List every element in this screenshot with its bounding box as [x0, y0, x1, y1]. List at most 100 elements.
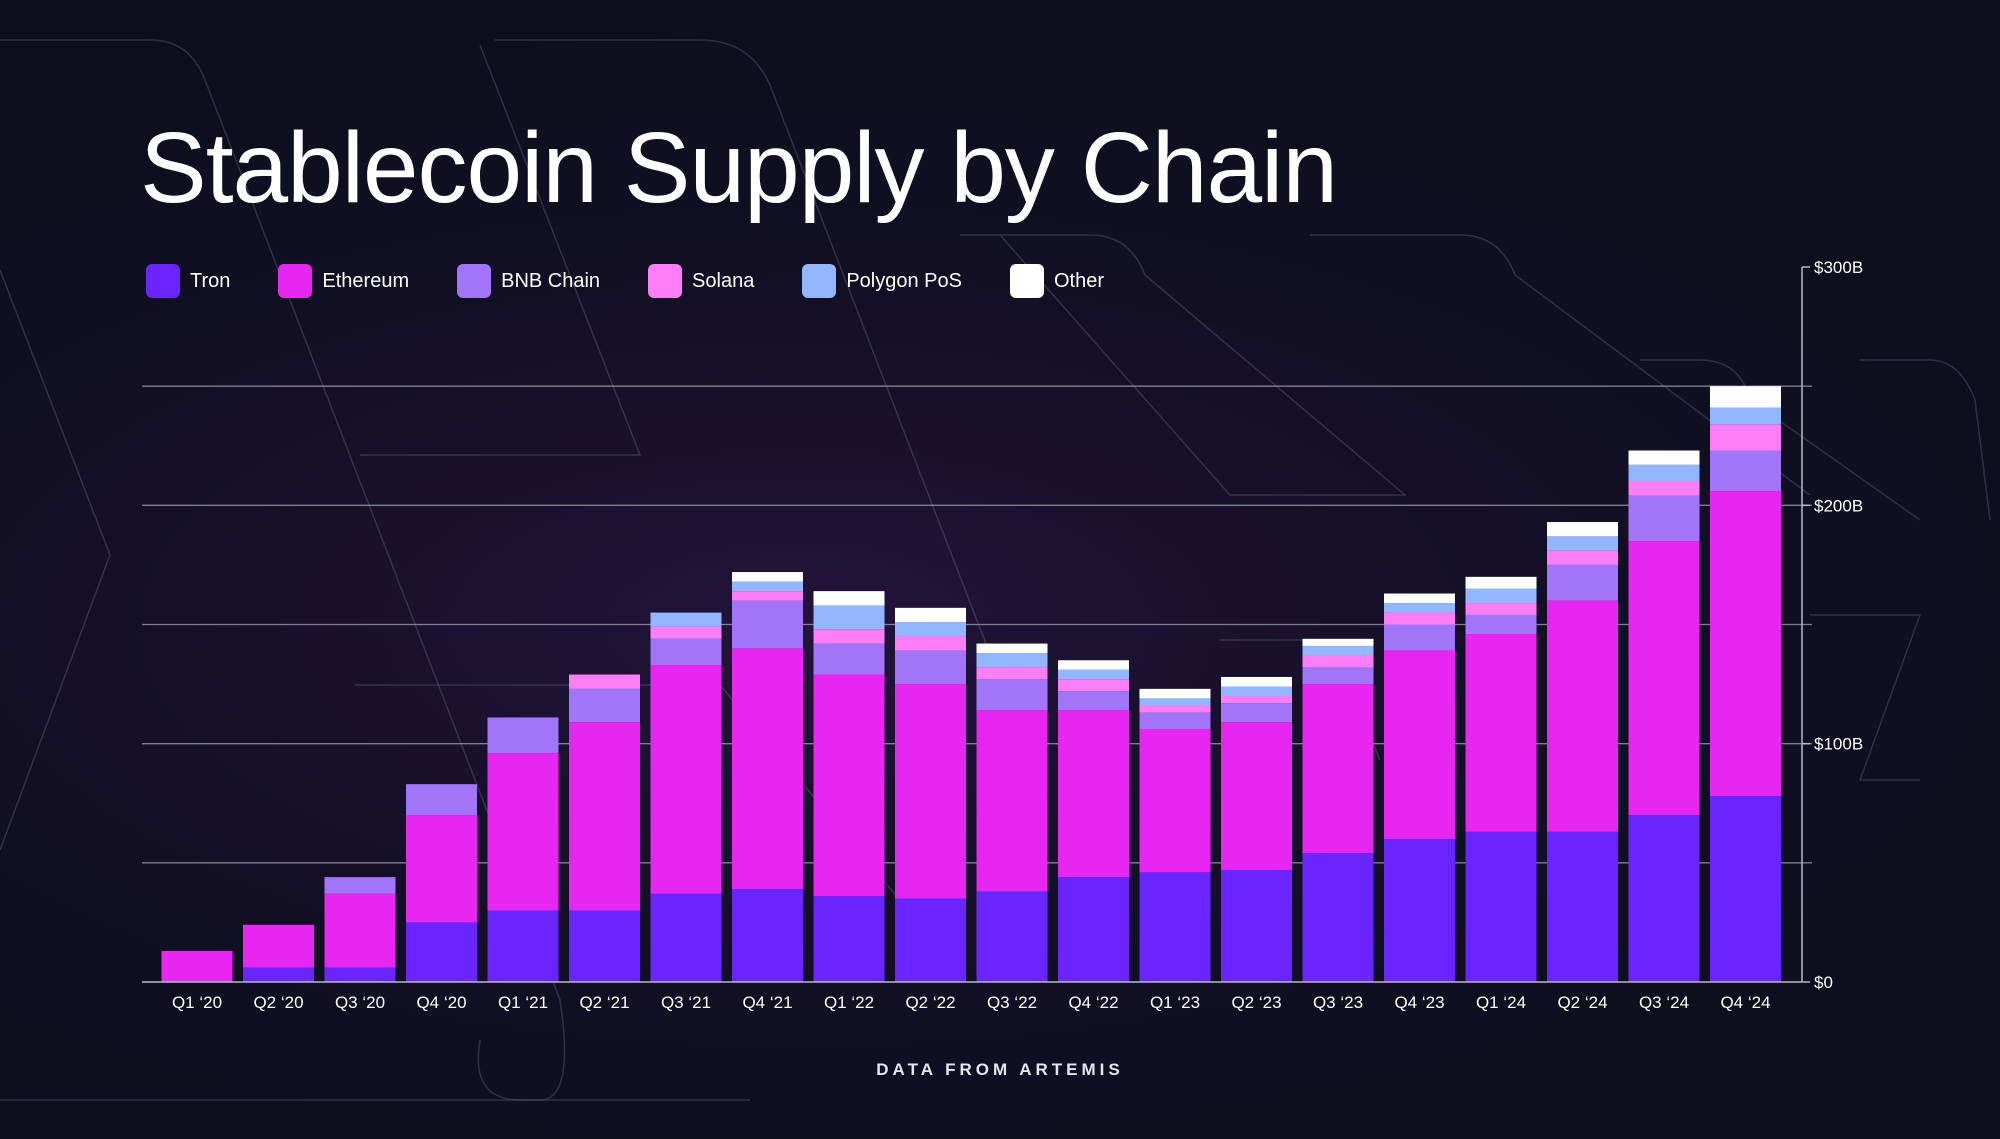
bar-segment-tron — [243, 967, 314, 982]
legend-label-ethereum: Ethereum — [322, 269, 410, 292]
x-tick-label: Q3 ‘22 — [987, 993, 1037, 1012]
bar-segment-tron — [324, 967, 396, 982]
x-tick-label: Q2 ‘24 — [1557, 993, 1607, 1012]
bar-segment-ethereum — [406, 815, 477, 923]
legend-item-polygon-pos: Polygon PoS — [802, 264, 962, 298]
bar-segment-polygon-pos — [1139, 698, 1211, 706]
bar-segment-polygon-pos — [976, 653, 1048, 668]
bar-segment-tron — [1465, 831, 1537, 982]
bar-segment-other — [1058, 660, 1129, 670]
bar-segment-ethereum — [650, 665, 722, 894]
bar-segment-bnb-chain — [487, 717, 559, 754]
bar-segment-ethereum — [243, 924, 314, 968]
bar-segment-ethereum — [324, 893, 396, 968]
legend-swatch-ethereum — [278, 264, 313, 298]
y-tick-label: $300B — [1814, 258, 1863, 277]
bar-segment-tron — [813, 896, 885, 982]
bar-segment-polygon-pos — [732, 581, 803, 592]
bar-segment-ethereum — [1628, 541, 1700, 816]
bar-segment-tron — [406, 922, 477, 982]
x-tick-label: Q4 ‘24 — [1720, 993, 1770, 1012]
bar-segment-polygon-pos — [1710, 407, 1781, 425]
bar-segment-bnb-chain — [1465, 614, 1537, 635]
x-tick-label: Q2 ‘22 — [905, 993, 955, 1012]
bar-segment-polygon-pos — [813, 605, 885, 630]
bar-segment-tron — [895, 898, 966, 982]
bar-segment-tron — [487, 910, 559, 982]
bar-segment-tron — [1058, 877, 1129, 982]
legend: Tron Ethereum BNB Chain Solana Polygon P… — [146, 264, 1152, 298]
y-tick-label: $200B — [1814, 496, 1863, 515]
bar-segment-ethereum — [1139, 729, 1211, 873]
bar-segment-polygon-pos — [1221, 686, 1292, 696]
bar-segment-bnb-chain — [324, 877, 396, 894]
bar-segment-solana — [650, 626, 722, 639]
legend-item-bnb-chain: BNB Chain — [457, 264, 600, 298]
bar-segment-tron — [1710, 796, 1781, 982]
bar-segment-bnb-chain — [1547, 564, 1618, 601]
x-tick-label: Q3 ‘23 — [1313, 993, 1363, 1012]
bar-segment-solana — [976, 667, 1048, 680]
bar-segment-bnb-chain — [813, 643, 885, 675]
bar-segment-tron — [1384, 839, 1455, 982]
x-tick-label: Q3 ‘20 — [335, 993, 385, 1012]
legend-label-polygon-pos: Polygon PoS — [846, 269, 962, 292]
bar-segment-other — [1547, 522, 1618, 537]
legend-swatch-solana — [648, 264, 683, 298]
legend-item-solana: Solana — [648, 264, 754, 298]
x-tick-label: Q2 ‘20 — [253, 993, 303, 1012]
bar-segment-solana — [1384, 612, 1455, 625]
bar-segment-ethereum — [976, 710, 1048, 892]
bar-segment-other — [1139, 688, 1211, 699]
x-tick-label: Q4 ‘23 — [1394, 993, 1444, 1012]
bar-segment-polygon-pos — [650, 612, 722, 627]
legend-item-ethereum: Ethereum — [278, 264, 409, 298]
bar-segment-polygon-pos — [895, 622, 966, 637]
bar-segment-solana — [569, 674, 640, 689]
bar-segment-tron — [569, 910, 640, 982]
bar-segment-other — [1384, 593, 1455, 604]
bar-segment-tron — [976, 891, 1048, 982]
bar-segment-solana — [1221, 696, 1292, 704]
x-tick-label: Q1 ‘20 — [172, 993, 222, 1012]
bar-segment-bnb-chain — [1302, 667, 1374, 685]
bar-segment-ethereum — [895, 684, 966, 899]
bar-segment-tron — [1302, 853, 1374, 982]
x-tick-label: Q3 ‘21 — [661, 993, 711, 1012]
bar-segment-ethereum — [1465, 634, 1537, 832]
bar-segment-bnb-chain — [1628, 495, 1700, 542]
bar-segment-other — [813, 591, 885, 606]
bar-segment-solana — [1465, 603, 1537, 615]
legend-item-other: Other — [1009, 264, 1104, 298]
legend-swatch-bnb-chain — [457, 264, 492, 298]
bar-segment-solana — [1628, 481, 1700, 496]
bar-segment-ethereum — [1384, 650, 1455, 839]
x-tick-label: Q3 ‘24 — [1639, 993, 1689, 1012]
legend-label-solana: Solana — [692, 269, 755, 292]
legend-swatch-polygon-pos — [802, 264, 837, 298]
bar-segment-other — [976, 643, 1048, 654]
bar-segment-solana — [1710, 424, 1781, 451]
bar-segment-ethereum — [1547, 600, 1618, 832]
bar-segment-tron — [1221, 869, 1292, 982]
bar-segment-solana — [1058, 679, 1129, 692]
bar-segment-other — [1302, 638, 1374, 646]
bar-segment-bnb-chain — [406, 784, 477, 816]
bar-segment-ethereum — [487, 753, 559, 911]
bar-segment-other — [1710, 386, 1781, 408]
bar-segment-ethereum — [1221, 722, 1292, 870]
data-source-note: DATA FROM ARTEMIS — [876, 1060, 1124, 1079]
bar-segment-polygon-pos — [1302, 645, 1374, 656]
x-tick-label: Q2 ‘21 — [579, 993, 629, 1012]
bar-segment-ethereum — [813, 674, 885, 897]
x-tick-label: Q1 ‘22 — [824, 993, 874, 1012]
x-tick-label: Q1 ‘21 — [498, 993, 548, 1012]
legend-label-bnb-chain: BNB Chain — [501, 269, 601, 292]
bar-segment-polygon-pos — [1384, 603, 1455, 613]
bar-segment-polygon-pos — [1058, 669, 1129, 680]
bar-segment-ethereum — [569, 722, 640, 911]
bar-segment-solana — [732, 591, 803, 601]
legend-swatch-other — [1009, 264, 1044, 298]
